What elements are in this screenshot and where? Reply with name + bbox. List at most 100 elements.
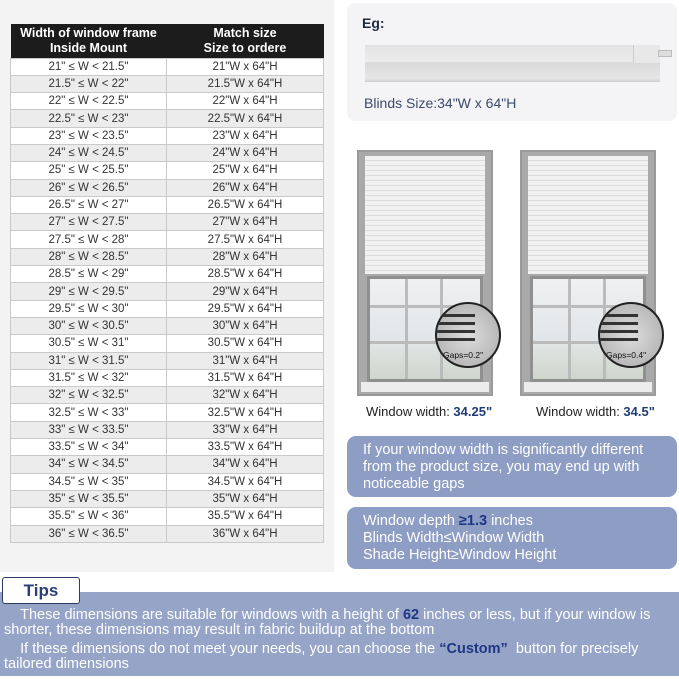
width-label: Window width: xyxy=(366,404,454,419)
width-rule: Blinds Width≤Window Width xyxy=(363,530,545,546)
example-label: Eg: xyxy=(362,15,385,31)
order-size-cell: 31.5"W x 64"H xyxy=(166,368,324,388)
depth-text: Window depth xyxy=(363,513,459,529)
magnifier-gap: Gaps=0.4" xyxy=(598,302,664,368)
table-row: 29" ≤ W < 29.5" 29"W x 64"H xyxy=(10,282,324,301)
width-range-cell: 35.5" ≤ W < 36" xyxy=(10,507,167,526)
custom-keyword: “Custom” xyxy=(439,641,508,657)
order-size-cell: 29.5"W x 64"H xyxy=(166,299,324,318)
window-sill xyxy=(361,382,489,392)
width-range-cell: 28" ≤ W < 28.5" xyxy=(10,247,167,267)
order-size-cell: 35.5"W x 64"H xyxy=(166,507,324,526)
tip-text: These dimensions are suitable for window… xyxy=(4,607,403,623)
magnifier-gap: Gaps=0.2" xyxy=(435,302,501,368)
table-row: 28" ≤ W < 28.5" 28"W x 64"H xyxy=(10,247,324,267)
table-row: 30.5" ≤ W < 31" 30.5"W x 64"H xyxy=(10,334,324,353)
width-range-cell: 27" ≤ W < 27.5" xyxy=(10,213,167,232)
table-row: 30" ≤ W < 30.5" 30"W x 64"H xyxy=(10,316,324,336)
width-value: 34.25" xyxy=(453,404,493,419)
table-row: 27" ≤ W < 27.5" 27"W x 64"H xyxy=(10,213,324,232)
table-row: 24" ≤ W < 24.5" 24"W x 64"H xyxy=(10,143,324,163)
width-range-cell: 27.5" ≤ W < 28" xyxy=(10,230,167,249)
width-range-cell: 34" ≤ W < 34.5" xyxy=(10,455,167,474)
window-sill xyxy=(524,382,652,392)
tip-height-value: 62 xyxy=(402,607,420,623)
height-rule: Shade Height≥Window Height xyxy=(363,547,557,563)
depth-rule: Window depth ≥1.3 inches xyxy=(363,513,661,530)
header-window-frame: Width of window frame Inside Mount xyxy=(10,24,167,58)
table-row: 21" ≤ W < 21.5" 21"W x 64"H xyxy=(10,57,324,76)
table-row: 25" ≤ W < 25.5" 25"W x 64"H xyxy=(10,161,324,180)
order-size-cell: 26"W x 64"H xyxy=(166,178,324,197)
table-row: 27.5" ≤ W < 28" 27.5"W x 64"H xyxy=(10,230,324,249)
order-size-cell: 27"W x 64"H xyxy=(166,213,324,232)
order-size-cell: 27.5"W x 64"H xyxy=(166,230,324,249)
order-size-cell: 22.5"W x 64"H xyxy=(166,109,324,128)
window-width-1: Window width: 34.25" xyxy=(366,404,492,419)
gap-warning-text: If your window width is significantly di… xyxy=(363,442,644,492)
tip-text: button for precisely tailored dimensions xyxy=(4,641,643,672)
table-row: 31.5" ≤ W < 32" 31.5"W x 64"H xyxy=(10,368,324,388)
width-value: 34.5" xyxy=(623,404,655,419)
width-range-cell: 29" ≤ W < 29.5" xyxy=(10,282,167,301)
size-chart-table: Width of window frame Inside Mount Match … xyxy=(10,24,324,543)
example-card: Eg: Blinds Size:34"W x 64"H xyxy=(347,3,677,121)
table-row: 23" ≤ W < 23.5" 23"W x 64"H xyxy=(10,126,324,145)
window-illustration-1: Gaps=0.2" xyxy=(357,150,501,396)
width-range-cell: 32" ≤ W < 32.5" xyxy=(10,386,167,405)
order-size-cell: 29"W x 64"H xyxy=(166,282,324,301)
width-range-cell: 31.5" ≤ W < 32" xyxy=(10,368,167,388)
table-row: 22.5" ≤ W < 23" 22.5"W x 64"H xyxy=(10,109,324,128)
table-row: 36" ≤ W < 36.5" 36"W x 64"H xyxy=(10,524,324,543)
order-size-cell: 26.5"W x 64"H xyxy=(166,195,324,215)
width-range-cell: 35" ≤ W < 35.5" xyxy=(10,489,167,509)
width-range-cell: 26.5" ≤ W < 27" xyxy=(10,195,167,215)
width-range-cell: 30.5" ≤ W < 31" xyxy=(10,334,167,353)
order-size-cell: 32.5"W x 64"H xyxy=(166,403,324,422)
width-range-cell: 23" ≤ W < 23.5" xyxy=(10,126,167,145)
table-header: Width of window frame Inside Mount Match … xyxy=(10,24,324,58)
tip-text: If these dimensions do not meet your nee… xyxy=(4,641,440,657)
width-range-cell: 29.5" ≤ W < 30" xyxy=(10,299,167,318)
table-row: 35.5" ≤ W < 36" 35.5"W x 64"H xyxy=(10,507,324,526)
window-illustration-2: Gaps=0.4" xyxy=(520,150,664,396)
tip-height: These dimensions are suitable for window… xyxy=(4,608,675,638)
order-size-cell: 30.5"W x 64"H xyxy=(166,334,324,353)
width-range-cell: 34.5" ≤ W < 35" xyxy=(10,472,167,491)
order-size-cell: 31"W x 64"H xyxy=(166,351,324,370)
header-line: Inside Mount xyxy=(49,40,128,55)
tip-text: inches or less, but if your window is sh… xyxy=(4,607,655,638)
order-size-cell: 30"W x 64"H xyxy=(166,316,324,336)
header-line: Width of window frame xyxy=(20,25,157,40)
width-range-cell: 30" ≤ W < 30.5" xyxy=(10,316,167,336)
end-cap xyxy=(633,45,660,63)
order-size-cell: 23"W x 64"H xyxy=(166,126,324,145)
order-size-cell: 33"W x 64"H xyxy=(166,420,324,440)
width-range-cell: 25" ≤ W < 25.5" xyxy=(10,161,167,180)
headrail-image xyxy=(365,45,672,82)
order-size-cell: 24"W x 64"H xyxy=(166,143,324,163)
table-row: 22" ≤ W < 22.5" 22"W x 64"H xyxy=(10,92,324,111)
table-row: 28.5" ≤ W < 29" 28.5"W x 64"H xyxy=(10,265,324,284)
order-size-cell: 21"W x 64"H xyxy=(166,57,324,76)
table-row: 26" ≤ W < 26.5" 26"W x 64"H xyxy=(10,178,324,197)
width-range-cell: 24" ≤ W < 24.5" xyxy=(10,143,167,163)
gap-label: Gaps=0.2" xyxy=(443,350,484,360)
table-row: 34" ≤ W < 34.5" 34"W x 64"H xyxy=(10,455,324,474)
spring-pin xyxy=(658,50,672,57)
depth-value: ≥1.3 xyxy=(458,513,488,529)
header-line: Size to ordere xyxy=(203,40,287,55)
tips-panel: These dimensions are suitable for window… xyxy=(0,592,679,676)
table-row: 21.5" ≤ W < 22" 21.5"W x 64"H xyxy=(10,74,324,94)
tip-custom: If these dimensions do not meet your nee… xyxy=(4,642,675,672)
order-size-cell: 25"W x 64"H xyxy=(166,161,324,180)
table-row: 32.5" ≤ W < 33" 32.5"W x 64"H xyxy=(10,403,324,422)
width-range-cell: 21" ≤ W < 21.5" xyxy=(10,57,167,76)
table-row: 26.5" ≤ W < 27" 26.5"W x 64"H xyxy=(10,195,324,215)
order-size-cell: 21.5"W x 64"H xyxy=(166,74,324,94)
order-size-cell: 36"W x 64"H xyxy=(166,524,324,543)
tips-tab: Tips xyxy=(2,577,80,604)
order-size-cell: 22"W x 64"H xyxy=(166,92,324,111)
width-range-cell: 31" ≤ W < 31.5" xyxy=(10,351,167,370)
size-chart-panel: Width of window frame Inside Mount Match … xyxy=(0,0,334,572)
